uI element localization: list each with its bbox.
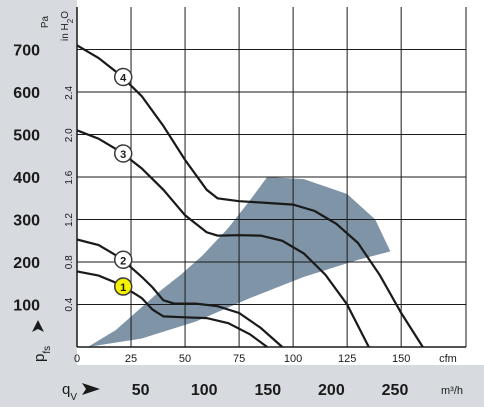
curve-1 bbox=[76, 270, 268, 348]
cfm-tick-label-4: 100 bbox=[284, 353, 302, 365]
flow-unit-label: m³/h bbox=[441, 385, 463, 397]
inh2o-tick-label-4: 0.8 bbox=[64, 255, 75, 269]
bottom-axis-band bbox=[0, 365, 484, 407]
pfs-label-sub: fs bbox=[42, 346, 53, 354]
pa-tick-label-0: 700 bbox=[13, 43, 40, 60]
qv-label-main: q bbox=[62, 381, 70, 398]
cfm-tick-label-6: 150 bbox=[392, 353, 410, 365]
cfm-tick-label-5: 125 bbox=[338, 353, 356, 365]
curve-marker-4 bbox=[113, 67, 133, 87]
curve-marker-3 bbox=[113, 144, 133, 163]
inh2o-unit-sub: 2 bbox=[66, 18, 75, 23]
curve-marker-label-1: 1 bbox=[120, 282, 126, 294]
inh2o-unit-main: in H bbox=[60, 23, 71, 41]
flow-tick-label-2: 150 bbox=[254, 382, 281, 399]
inh2o-unit-label: in H2O bbox=[60, 11, 75, 41]
flow-tick-label-4: 250 bbox=[382, 382, 409, 399]
qv-label-sub: V bbox=[70, 392, 77, 403]
cfm-tick-label-2: 50 bbox=[179, 353, 191, 365]
cfm-tick-label-3: 75 bbox=[233, 353, 245, 365]
flow-tick-label-1: 100 bbox=[191, 382, 218, 399]
qv-label: qV bbox=[62, 381, 77, 403]
inh2o-tick-label-1: 2.0 bbox=[64, 128, 75, 142]
curve-marker-label-4: 4 bbox=[120, 73, 127, 85]
cfm-tick-label-1: 25 bbox=[125, 353, 137, 365]
inh2o-unit-tail: O bbox=[60, 11, 71, 19]
pfs-label-group: pfs bbox=[31, 320, 53, 362]
left-axis-band bbox=[0, 0, 77, 365]
inh2o-tick-label-0: 2.4 bbox=[64, 86, 75, 100]
pa-tick-label-2: 500 bbox=[13, 128, 40, 145]
qv-arrow-icon bbox=[82, 383, 100, 395]
cfm-tick-label-0: 0 bbox=[74, 353, 80, 365]
curve-marker-1 bbox=[113, 277, 133, 296]
flow-tick-label-3: 200 bbox=[318, 382, 345, 399]
pa-tick-label-6: 100 bbox=[13, 298, 40, 315]
pa-unit-label: Pa bbox=[40, 15, 51, 28]
cfm-unit-label: cfm bbox=[439, 353, 457, 365]
inh2o-tick-label-5: 0.4 bbox=[64, 297, 75, 311]
curve-marker-label-2: 2 bbox=[120, 255, 126, 267]
flow-tick-label-0: 50 bbox=[132, 382, 150, 399]
pa-tick-label-3: 400 bbox=[13, 170, 40, 187]
pfs-label-main: p bbox=[31, 354, 48, 362]
pa-tick-label-1: 600 bbox=[13, 85, 40, 102]
inh2o-tick-label-2: 1.6 bbox=[64, 170, 75, 184]
curve-marker-2 bbox=[113, 250, 133, 269]
pfs-arrow-icon bbox=[32, 320, 44, 332]
pa-tick-label-4: 300 bbox=[13, 213, 40, 230]
curve-marker-label-3: 3 bbox=[120, 149, 126, 161]
inh2o-tick-label-3: 1.2 bbox=[64, 213, 75, 227]
curve-4 bbox=[76, 44, 424, 348]
pfs-label: pfs bbox=[31, 346, 53, 362]
pa-tick-label-5: 200 bbox=[13, 255, 40, 272]
